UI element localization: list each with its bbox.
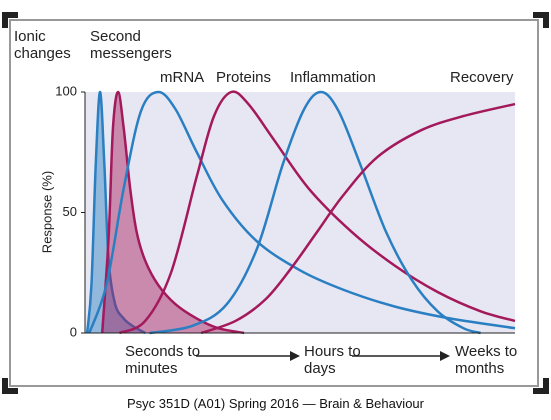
- series-area: [102, 92, 245, 333]
- series-label: Ionic changes: [14, 28, 71, 62]
- series-label: Recovery: [450, 69, 514, 86]
- series-line: [200, 102, 516, 335]
- series-line: [100, 90, 245, 335]
- y-tick-label: 0: [70, 324, 77, 339]
- series-label: Inflammation: [290, 69, 376, 86]
- caption: Psyc 351D (A01) Spring 2016 — Brain & Be…: [127, 396, 424, 411]
- x-axis-label: Seconds to minutes: [125, 343, 201, 377]
- x-axis-label: Hours to days: [304, 343, 361, 377]
- series-line: [85, 90, 146, 335]
- y-tick-label: 50: [63, 204, 77, 219]
- x-arrows: [196, 351, 450, 361]
- series-line: [149, 90, 481, 335]
- y-tick-label: 100: [55, 83, 77, 98]
- frame-corners: [2, 12, 549, 394]
- series-line: [118, 90, 516, 335]
- series-label: Second messengers: [90, 28, 172, 62]
- x-axis-label: Weeks to months: [455, 343, 518, 377]
- series-line: [88, 90, 516, 334]
- series-label: mRNA: [160, 69, 205, 86]
- series-area: [87, 92, 146, 333]
- plot-area: [85, 92, 515, 333]
- chart: Response (%) 0 50 100: [2, 12, 549, 394]
- y-axis-label: Response (%): [39, 171, 54, 253]
- series-label: Proteins: [216, 69, 272, 86]
